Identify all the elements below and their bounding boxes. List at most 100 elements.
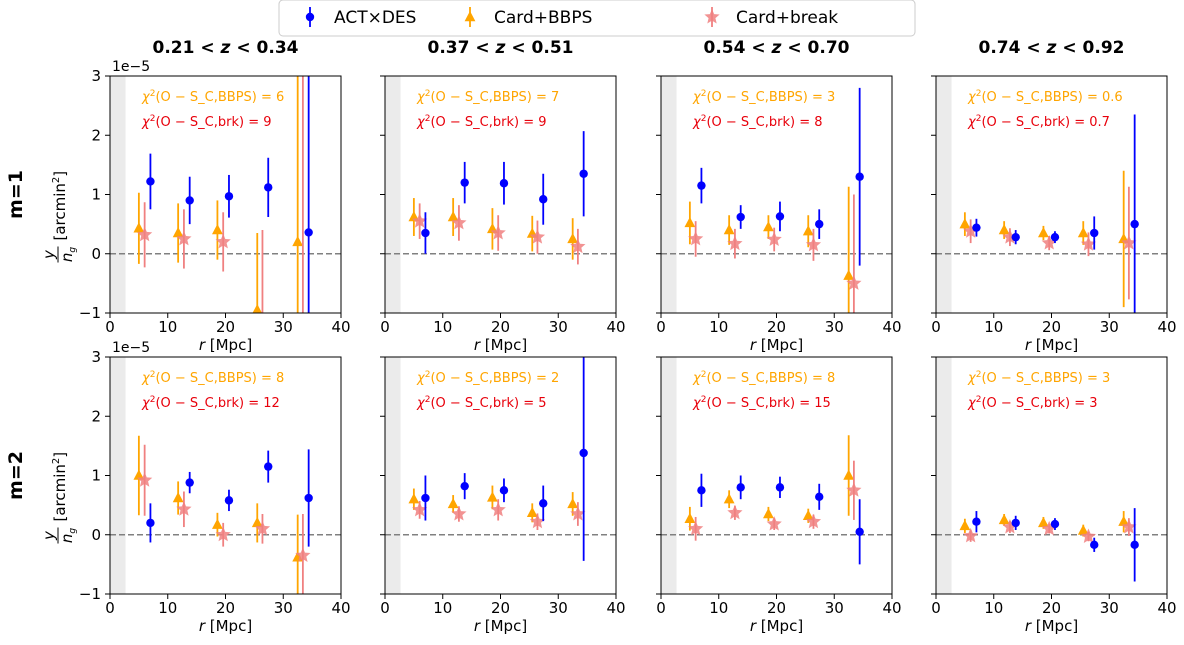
data-point-actxdes: [855, 527, 864, 536]
x-tick-label: 20: [1042, 318, 1061, 336]
data-point-actxdes: [539, 499, 548, 508]
data-point-card-bbps: [763, 508, 774, 519]
data-point-card-bbps: [487, 491, 498, 502]
data-point-card-break: [766, 516, 782, 531]
data-point-actxdes: [1130, 540, 1139, 550]
data-point-card-break: [846, 275, 862, 290]
data-point-card-break: [254, 520, 271, 536]
y-axis-label: y ng [arcmin2]: [40, 171, 78, 263]
data-point-card-break: [176, 230, 192, 246]
data-point-actxdes: [815, 219, 824, 229]
chi2-bbps-label: χ2(O − S_C,BBPS) = 3: [967, 370, 1110, 386]
data-point-card-break: [1041, 235, 1057, 250]
x-tick-label: 20: [1042, 599, 1061, 617]
data-point-card-bbps: [723, 493, 735, 504]
plot-area: [936, 76, 1167, 313]
shaded-region: [661, 357, 677, 594]
x-tick-label: 20: [216, 318, 235, 336]
x-tick-label: 40: [331, 599, 350, 617]
data-point-card-break: [963, 527, 979, 543]
y-tick-label: 2: [91, 407, 101, 425]
data-point-card-break: [766, 231, 782, 246]
x-tick-label: 30: [1100, 318, 1119, 336]
panel-row1-col2: 0 10 20 30 40 r [Mpc] χ2(O − S_C,BBPS) = 7 χ2(O…: [380, 75, 626, 354]
data-point-actxdes: [304, 228, 313, 237]
data-point-card-bbps: [447, 211, 459, 222]
data-point-card-break: [570, 238, 586, 254]
x-tick-label: 30: [274, 318, 293, 336]
chi2-brk-label: χ2(O − S_C,brk) = 9: [141, 114, 272, 130]
shaded-region: [936, 76, 952, 313]
plot-area: [936, 357, 1167, 594]
data-point-actxdes: [421, 228, 430, 238]
data-point-card-break: [490, 501, 506, 517]
data-point-actxdes: [1050, 519, 1060, 529]
data-point-card-bbps: [567, 497, 579, 509]
chi2-bbps-label: χ2(O − S_C,BBPS) = 7: [416, 89, 559, 105]
data-point-card-break: [1121, 235, 1137, 250]
y-tick-label: 0: [91, 245, 101, 263]
data-point-card-bbps: [251, 516, 263, 528]
data-point-card-bbps: [998, 224, 1010, 235]
x-axis-label: r [Mpc]: [1025, 336, 1078, 354]
data-point-card-bbps: [1077, 524, 1089, 535]
plot-area: [110, 76, 341, 331]
x-tick-label: 20: [767, 599, 786, 617]
y-label-denominator: ng: [58, 247, 78, 263]
plot-area: [385, 76, 616, 313]
data-point-card-break: [846, 482, 862, 497]
chi2-brk-label: χ2(O − S_C,brk) = 15: [692, 395, 831, 411]
data-point-card-bbps: [1038, 227, 1049, 238]
y-tick-label: −1: [79, 304, 101, 322]
data-point-actxdes: [1090, 228, 1099, 238]
data-point-card-bbps: [684, 216, 696, 228]
x-tick-label: 20: [491, 318, 510, 336]
column-title: 0.21 < z < 0.34: [153, 38, 299, 58]
x-axis-label: r [Mpc]: [1025, 617, 1078, 635]
data-point-card-break: [295, 317, 310, 331]
data-point-card-bbps: [843, 269, 855, 280]
data-point-card-bbps: [252, 304, 263, 313]
data-point-card-break: [451, 506, 467, 521]
panel-frame: [660, 356, 893, 595]
panel-row1-col3: 0 10 20 30 40 r [Mpc] χ2(O − S_C,BBPS) = 3 χ2(O…: [656, 75, 902, 354]
data-point-card-break: [412, 501, 428, 517]
data-point-actxdes: [815, 492, 824, 502]
data-point-card-bbps: [447, 497, 459, 509]
data-point-actxdes: [579, 169, 588, 178]
data-point-actxdes: [264, 183, 273, 192]
data-point-card-break: [805, 513, 822, 529]
data-point-card-break: [412, 213, 428, 228]
x-tick-label: 0: [105, 599, 115, 617]
data-point-card-bbps: [567, 232, 579, 244]
y-tick-label: 3: [91, 67, 101, 85]
chi2-brk-label: χ2(O − S_C,brk) = 3: [967, 395, 1098, 411]
plot-area: [385, 357, 616, 594]
data-point-card-break: [529, 229, 546, 244]
data-point-actxdes: [499, 486, 509, 495]
data-point-card-break: [215, 233, 231, 249]
panel-frame: [935, 356, 1168, 595]
data-point-actxdes: [264, 462, 273, 471]
x-tick-label: 30: [274, 599, 293, 617]
x-tick-label: 20: [491, 599, 510, 617]
data-point-card-bbps: [1077, 227, 1089, 238]
legend-label: Card+break: [736, 8, 838, 28]
x-tick-label: 10: [158, 599, 177, 617]
x-tick-label: 40: [331, 318, 350, 336]
x-tick-label: 10: [158, 318, 177, 336]
x-tick-label: 30: [549, 318, 568, 336]
data-point-actxdes: [539, 195, 548, 204]
data-point-actxdes: [1011, 518, 1020, 528]
data-point-card-bbps: [408, 493, 420, 504]
data-point-card-bbps: [802, 225, 814, 236]
chi2-brk-label: χ2(O − S_C,brk) = 9: [416, 114, 547, 130]
y-axis-label: y ng [arcmin2]: [40, 452, 78, 544]
legend-marker-star: [704, 9, 720, 24]
shaded-region: [385, 76, 401, 313]
data-point-actxdes: [736, 212, 745, 222]
x-tick-label: 0: [380, 599, 390, 617]
y-label-numerator: y: [40, 530, 58, 541]
chi2-bbps-label: χ2(O − S_C,BBPS) = 8: [141, 370, 284, 386]
